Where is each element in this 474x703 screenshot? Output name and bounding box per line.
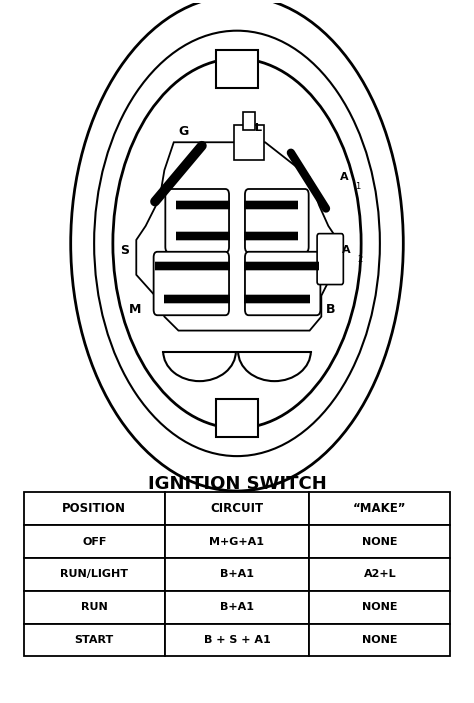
FancyBboxPatch shape	[243, 112, 255, 130]
Bar	[24, 558, 164, 591]
Text: 1: 1	[355, 181, 360, 191]
Text: RUN: RUN	[81, 602, 108, 612]
Text: M+G+A1: M+G+A1	[210, 536, 264, 546]
Bar	[164, 591, 310, 624]
Text: M: M	[128, 303, 141, 316]
FancyBboxPatch shape	[234, 125, 264, 160]
Bar	[310, 492, 450, 525]
Circle shape	[113, 58, 361, 428]
Text: “MAKE”: “MAKE”	[353, 502, 407, 515]
Bar	[216, 399, 258, 437]
Bar	[24, 492, 164, 525]
Text: S: S	[120, 244, 129, 257]
Text: B: B	[326, 303, 336, 316]
Bar	[310, 591, 450, 624]
Bar	[310, 624, 450, 657]
Text: L: L	[255, 123, 262, 134]
Polygon shape	[137, 142, 337, 330]
Bar	[216, 50, 258, 88]
FancyBboxPatch shape	[154, 252, 229, 315]
Text: 2: 2	[357, 255, 363, 264]
Text: START: START	[74, 635, 114, 645]
Text: A: A	[342, 245, 351, 255]
FancyBboxPatch shape	[165, 189, 229, 252]
Bar	[24, 624, 164, 657]
Text: NONE: NONE	[362, 602, 398, 612]
Bar	[164, 558, 310, 591]
Text: RUN/LIGHT: RUN/LIGHT	[60, 569, 128, 579]
Bar	[164, 525, 310, 558]
Bar	[24, 525, 164, 558]
FancyBboxPatch shape	[245, 189, 309, 252]
FancyBboxPatch shape	[317, 233, 343, 285]
Bar	[310, 525, 450, 558]
Bar	[310, 558, 450, 591]
Bar	[164, 624, 310, 657]
Circle shape	[71, 0, 403, 491]
Text: OFF: OFF	[82, 536, 106, 546]
Circle shape	[94, 31, 380, 456]
FancyBboxPatch shape	[245, 252, 320, 315]
Bar	[24, 591, 164, 624]
Text: A: A	[340, 172, 349, 182]
Text: NONE: NONE	[362, 635, 398, 645]
Text: POSITION: POSITION	[62, 502, 126, 515]
Text: CIRCUIT: CIRCUIT	[210, 502, 264, 515]
Text: NONE: NONE	[362, 536, 398, 546]
Bar	[164, 492, 310, 525]
Text: G: G	[178, 125, 188, 138]
Text: B+A1: B+A1	[220, 569, 254, 579]
Text: IGNITION SWITCH: IGNITION SWITCH	[147, 475, 327, 493]
Text: B+A1: B+A1	[220, 602, 254, 612]
Text: B + S + A1: B + S + A1	[204, 635, 270, 645]
Text: A2+L: A2+L	[364, 569, 396, 579]
